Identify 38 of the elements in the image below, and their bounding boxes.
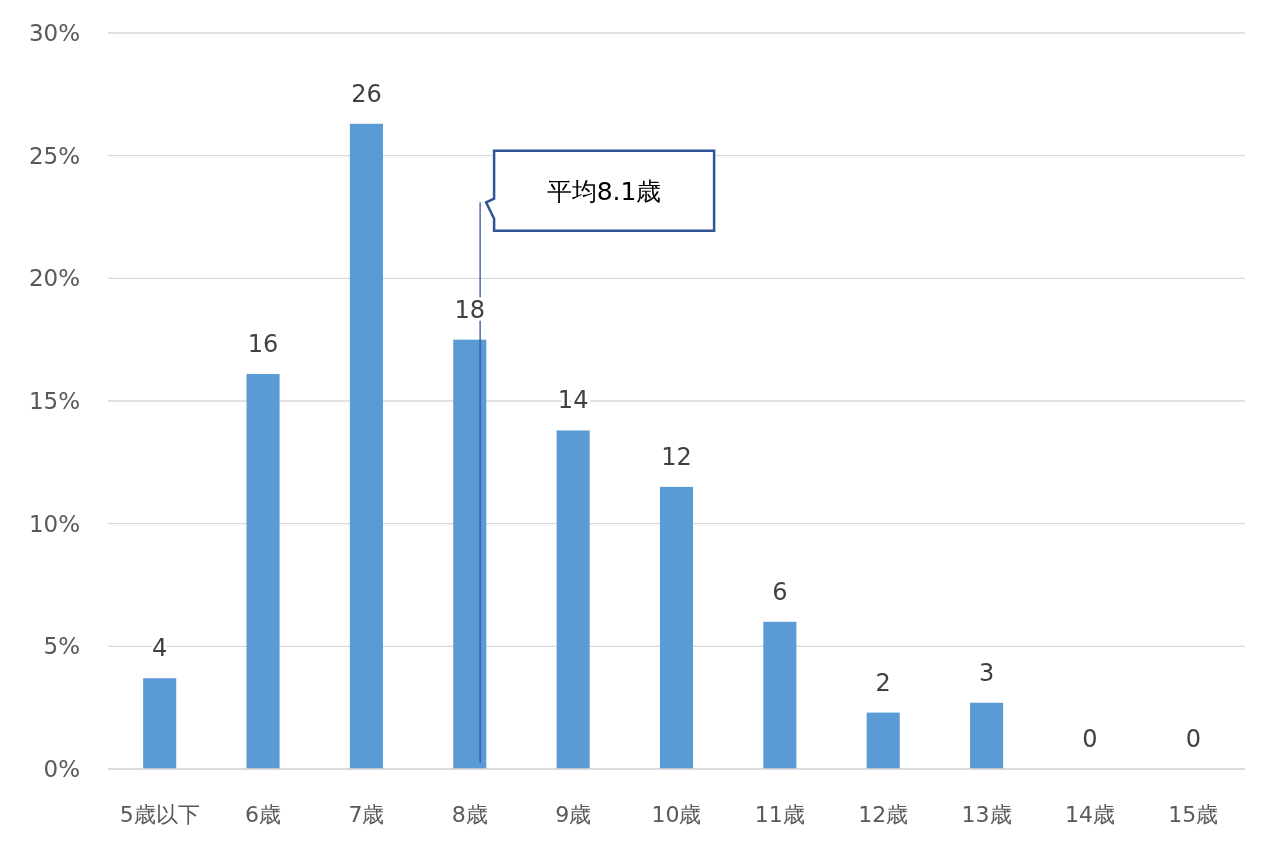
x-tick-label: 13歳: [961, 802, 1012, 827]
x-tick-label: 5歳以下: [119, 802, 200, 827]
bar: [143, 678, 177, 769]
data-label: 0: [1082, 725, 1098, 753]
x-tick-label: 14歳: [1064, 802, 1115, 827]
y-tick-label: 20%: [28, 265, 80, 292]
x-tick-label: 10歳: [651, 802, 702, 827]
y-tick-label: 0%: [43, 756, 80, 782]
y-tick-label: 10%: [28, 510, 80, 537]
x-tick-label: 9歳: [555, 802, 592, 827]
data-label: 6: [772, 577, 788, 606]
bar: [556, 430, 590, 769]
x-tick-label: 15歳: [1168, 802, 1219, 827]
data-label: 26: [351, 79, 382, 108]
bar: [246, 374, 280, 769]
bar: [349, 123, 383, 769]
ref-line-label: 平均8.1歳: [546, 176, 662, 206]
x-tick-label: 6歳: [245, 802, 282, 827]
x-tick-label: 8歳: [451, 802, 488, 827]
data-label: 12: [661, 442, 692, 471]
x-tick-label: 11歳: [754, 802, 805, 827]
y-tick-label: 15%: [28, 388, 80, 414]
y-tick-label: 25%: [28, 142, 80, 169]
bar: [453, 339, 487, 769]
x-tick-label: 7歳: [348, 802, 385, 827]
data-label: 2: [875, 668, 891, 697]
data-label: 16: [247, 330, 279, 359]
x-tick-label: 12歳: [858, 802, 909, 827]
bar: [866, 712, 900, 769]
bar: [659, 486, 694, 769]
data-label: 14: [557, 386, 589, 415]
y-tick-label: 5%: [43, 633, 80, 660]
data-label: 0: [1185, 725, 1201, 753]
bar: [763, 621, 797, 769]
data-label: 4: [152, 634, 168, 663]
data-label: 3: [978, 658, 995, 687]
bar: [970, 702, 1004, 769]
y-tick-label: 30%: [28, 20, 80, 46]
